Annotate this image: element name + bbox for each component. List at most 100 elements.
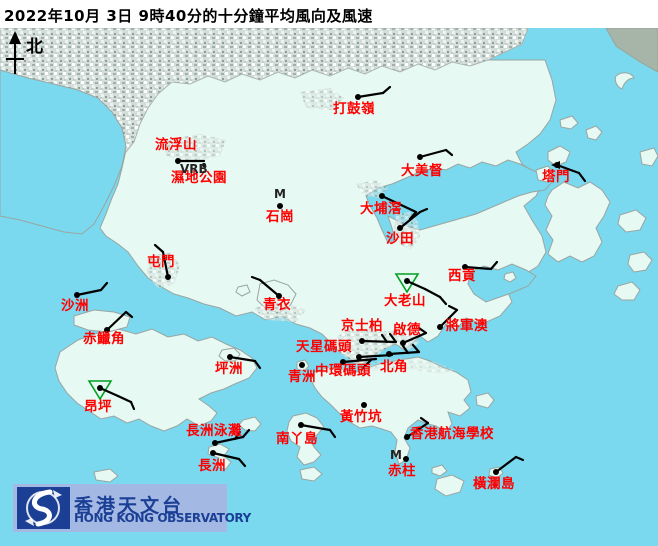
wind-barb [161, 250, 170, 279]
station-marker [227, 354, 233, 360]
station-marker [165, 274, 171, 280]
east-island-3 [613, 281, 641, 301]
station-marker [299, 362, 305, 368]
wind-barb [258, 278, 281, 298]
wind-barb [75, 288, 103, 297]
wind-barb [237, 457, 247, 468]
station-marker [175, 158, 181, 164]
wind-barb [489, 260, 499, 271]
sai-kung-east-land [544, 181, 611, 263]
page-title: 2022年10月 3日 9時40分的十分鐘平均風向及風速 [4, 7, 373, 25]
deep-bay [0, 69, 127, 235]
station-marker [361, 402, 367, 408]
wind-barb [360, 339, 398, 344]
kau-sai-chau-island [503, 271, 517, 283]
station-marker [104, 327, 110, 333]
wind-barb [577, 171, 587, 183]
station-marker [359, 338, 365, 344]
wind-barb [419, 416, 430, 425]
station-marker [277, 203, 283, 209]
station-marker [202, 163, 206, 167]
islands-group [54, 72, 658, 497]
wind-barb [253, 359, 262, 370]
east-island-4 [639, 147, 658, 167]
wind-barb [514, 455, 525, 462]
small-island-2 [535, 165, 555, 183]
station-marker [404, 434, 410, 440]
hei-ling-chau-island [238, 416, 262, 432]
wind-barb [233, 430, 242, 441]
north-label: 北 [26, 37, 43, 57]
wind-barb [380, 333, 389, 344]
wind-barb [213, 435, 245, 445]
wind-barb [405, 279, 427, 291]
wind-barb [438, 308, 459, 329]
station-marker [210, 450, 216, 456]
wind-barb [387, 350, 421, 356]
station-marker [276, 293, 282, 299]
wind-barb [99, 281, 109, 292]
lantau-island [54, 328, 258, 432]
wind-barb [228, 355, 257, 363]
east-island-2 [627, 251, 653, 273]
wind-barb [361, 358, 373, 370]
station-marker [97, 385, 103, 391]
station-marker [386, 351, 392, 357]
observatory-name-chinese: 香港天文台 [74, 495, 185, 517]
observatory-logo-icon [17, 487, 70, 529]
station-marker [355, 94, 361, 100]
small-island-3 [585, 125, 603, 141]
wind-barb [438, 295, 448, 306]
wind-barb [447, 304, 459, 312]
wind-barb [356, 91, 385, 99]
station-marker [298, 422, 304, 428]
wind-barb [105, 310, 128, 332]
wind-barb [250, 275, 262, 282]
wind-barb [401, 331, 428, 345]
tung-lung-island [475, 392, 495, 409]
wind-barb [116, 394, 133, 404]
port-shelter [467, 263, 537, 303]
station-marker [212, 440, 218, 446]
observatory-name-english: HONG KONG OBSERVATORY [74, 511, 251, 525]
wind-barb [388, 332, 398, 344]
station-marker [340, 359, 346, 365]
urban-patches [146, 88, 456, 374]
wind-barb [401, 344, 410, 355]
wind-barb [423, 287, 442, 299]
title-bar: 2022年10月 3日 9時40分的十分鐘平均風向及風速 [0, 0, 658, 28]
wind-barb [444, 148, 454, 157]
north-arrow-icon [6, 31, 24, 74]
wind-barb [411, 343, 421, 354]
wind-barb [555, 163, 581, 175]
wind-barb [153, 243, 165, 254]
wind-barb [211, 451, 241, 461]
wind-barb [418, 148, 448, 159]
northeast-corner-land [605, 27, 658, 73]
wind-barb [299, 423, 332, 432]
observatory-logo-bar: 香港天文台 HONG KONG OBSERVATORY [13, 484, 251, 532]
east-island-1 [617, 209, 647, 233]
station-marker [404, 278, 410, 284]
station-marker [462, 264, 468, 270]
wind-barb [494, 455, 518, 474]
soko-islands [93, 468, 119, 483]
small-island-1 [431, 464, 448, 477]
wind-barb [405, 421, 430, 439]
wind-barb [380, 194, 418, 214]
ma-wan-island [235, 284, 251, 297]
small-island-4 [559, 115, 579, 130]
station-marker [417, 154, 423, 160]
station-marker [403, 456, 409, 462]
wind-barb [129, 400, 136, 411]
shek-kwu-chau-island [299, 466, 323, 482]
wind-barb [418, 207, 429, 214]
wind-barb [463, 265, 493, 271]
barb-arrowhead [551, 161, 560, 169]
station-marker [74, 292, 80, 298]
wind-barb [417, 326, 428, 335]
wind-barb [241, 428, 251, 439]
station-marker [356, 354, 362, 360]
